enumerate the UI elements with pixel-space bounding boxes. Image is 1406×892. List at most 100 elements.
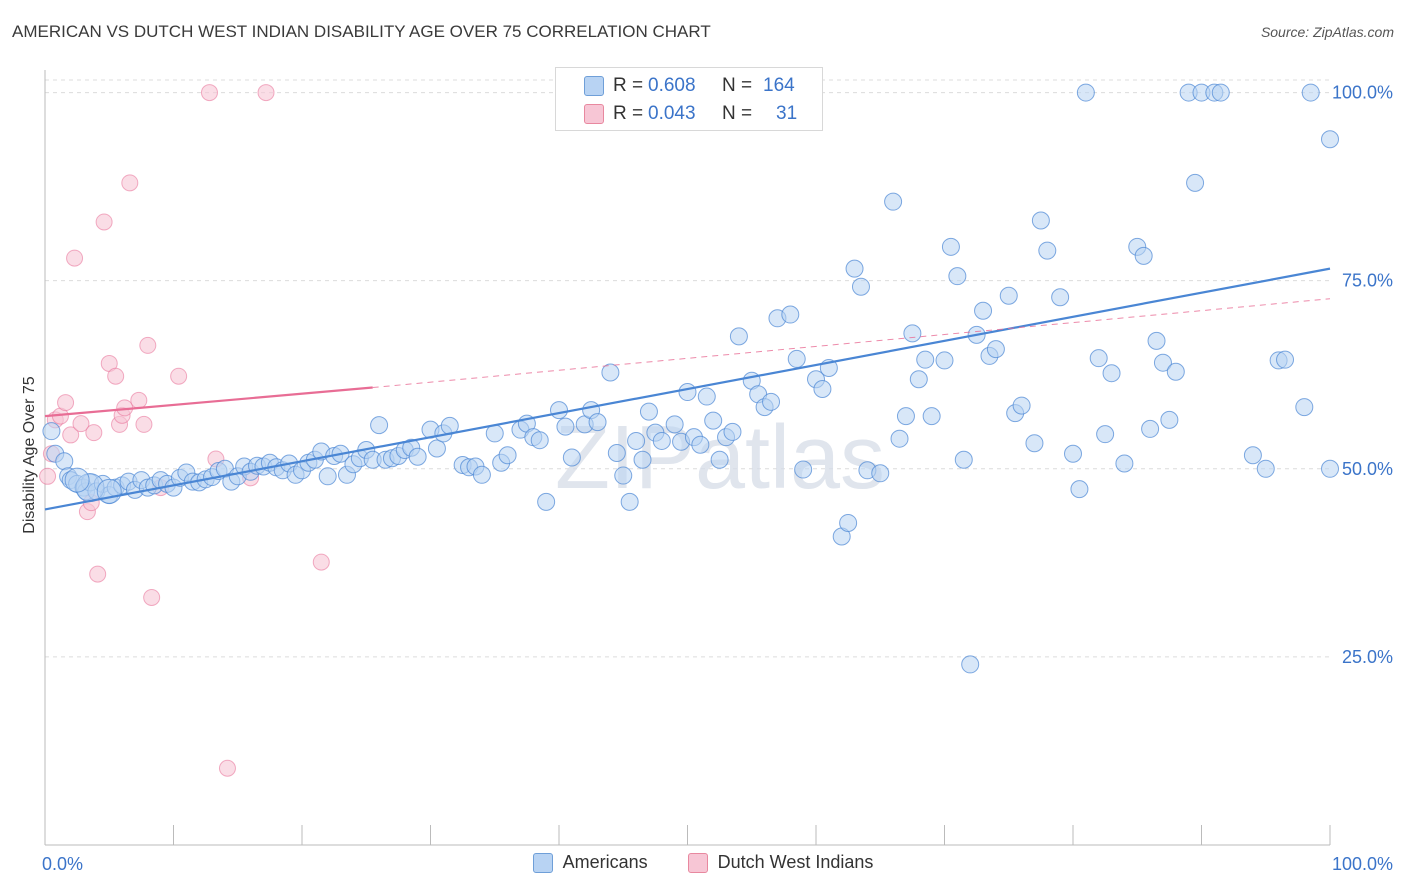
legend-label-americans: Americans <box>562 852 648 872</box>
data-point <box>781 305 800 324</box>
data-point <box>697 387 716 406</box>
data-point <box>66 249 84 267</box>
data-point <box>639 402 658 421</box>
dutch-west-indians-swatch <box>584 104 604 124</box>
legend-item-americans[interactable]: Americans <box>532 852 648 873</box>
data-point <box>121 174 139 192</box>
data-point <box>787 349 806 368</box>
data-point <box>1256 459 1275 478</box>
y-axis-label: Disability Age Over 75 <box>21 376 38 534</box>
trend-line-dutch-west-indians <box>44 386 373 418</box>
r-label: R = <box>613 75 644 96</box>
data-point <box>1301 83 1320 102</box>
data-point <box>704 411 723 430</box>
data-point <box>954 450 973 469</box>
data-point <box>72 415 90 433</box>
legend-label-dutch-west-indians: Dutch West Indians <box>717 852 874 872</box>
data-point <box>1102 364 1121 383</box>
data-point <box>1038 241 1057 260</box>
data-point <box>218 759 236 777</box>
data-point <box>620 492 639 511</box>
y-tick-label: 100.0% <box>1332 83 1393 103</box>
data-point <box>1153 353 1172 372</box>
trend-line-dutch-west-indians-extension <box>372 298 1331 389</box>
data-point <box>427 439 446 458</box>
series-americans <box>42 83 1339 674</box>
data-point <box>1031 211 1050 230</box>
data-point <box>1012 396 1031 415</box>
data-point <box>813 380 832 399</box>
source-label: Source: ZipAtlas.com <box>1260 24 1394 40</box>
data-point <box>614 466 633 485</box>
data-point <box>170 367 188 385</box>
data-point <box>62 426 80 444</box>
data-point <box>1051 288 1070 307</box>
data-point <box>1089 349 1108 368</box>
data-point <box>1141 419 1160 438</box>
y-tick-label: 75.0% <box>1342 271 1393 291</box>
data-point <box>1096 425 1115 444</box>
data-point <box>57 394 75 412</box>
bottom-legend: Americans Dutch West Indians <box>0 852 1406 873</box>
data-point <box>55 452 74 471</box>
data-point <box>909 370 928 389</box>
data-point <box>556 417 575 436</box>
y-tick-label: 50.0% <box>1342 459 1393 479</box>
data-point <box>1321 459 1339 478</box>
data-point <box>537 492 556 511</box>
data-point <box>935 351 954 370</box>
data-point <box>884 192 903 211</box>
dutch-west-indians-swatch <box>687 852 708 873</box>
x-tick-label: 100.0% <box>1332 854 1393 874</box>
data-point <box>1243 446 1262 465</box>
grid-lines <box>45 79 1330 658</box>
data-point <box>89 565 107 583</box>
data-point <box>665 415 684 434</box>
data-point <box>139 336 157 354</box>
data-point <box>652 431 671 450</box>
data-point <box>472 465 491 484</box>
data-point <box>941 237 960 256</box>
data-point <box>130 391 148 409</box>
trend-line-americans <box>44 267 1331 511</box>
data-point <box>1134 246 1153 265</box>
data-point <box>1070 480 1089 499</box>
data-point <box>896 407 915 426</box>
n-label: N = <box>722 103 753 124</box>
data-point <box>916 350 935 369</box>
n-label: N = <box>722 75 753 96</box>
data-point <box>633 450 652 469</box>
data-point <box>903 324 922 343</box>
trend-lines <box>44 267 1331 511</box>
data-point <box>845 259 864 278</box>
n-value: 164 <box>763 75 795 96</box>
data-point <box>200 84 218 102</box>
r-label: R = <box>613 103 644 124</box>
data-point <box>762 392 781 411</box>
data-point <box>729 327 748 346</box>
data-point <box>85 424 103 442</box>
data-point <box>691 435 710 454</box>
data-point <box>257 84 275 102</box>
data-point <box>530 431 549 450</box>
data-point <box>710 450 729 469</box>
data-point <box>408 447 427 466</box>
data-point <box>318 467 337 486</box>
data-point <box>1321 130 1339 149</box>
data-point <box>999 286 1018 305</box>
data-point <box>95 213 113 231</box>
data-point <box>1276 350 1295 369</box>
data-point <box>839 513 858 532</box>
legend-item-dutch-west-indians[interactable]: Dutch West Indians <box>687 852 874 873</box>
data-point <box>107 367 125 385</box>
data-point <box>607 443 626 462</box>
data-point <box>678 383 697 402</box>
y-tick-label: 25.0% <box>1342 647 1393 667</box>
data-point <box>1166 362 1185 381</box>
data-point <box>42 422 61 441</box>
data-point <box>370 416 389 435</box>
data-point <box>588 413 607 432</box>
data-point <box>1211 83 1230 102</box>
r-value: 0.043 <box>648 103 696 124</box>
